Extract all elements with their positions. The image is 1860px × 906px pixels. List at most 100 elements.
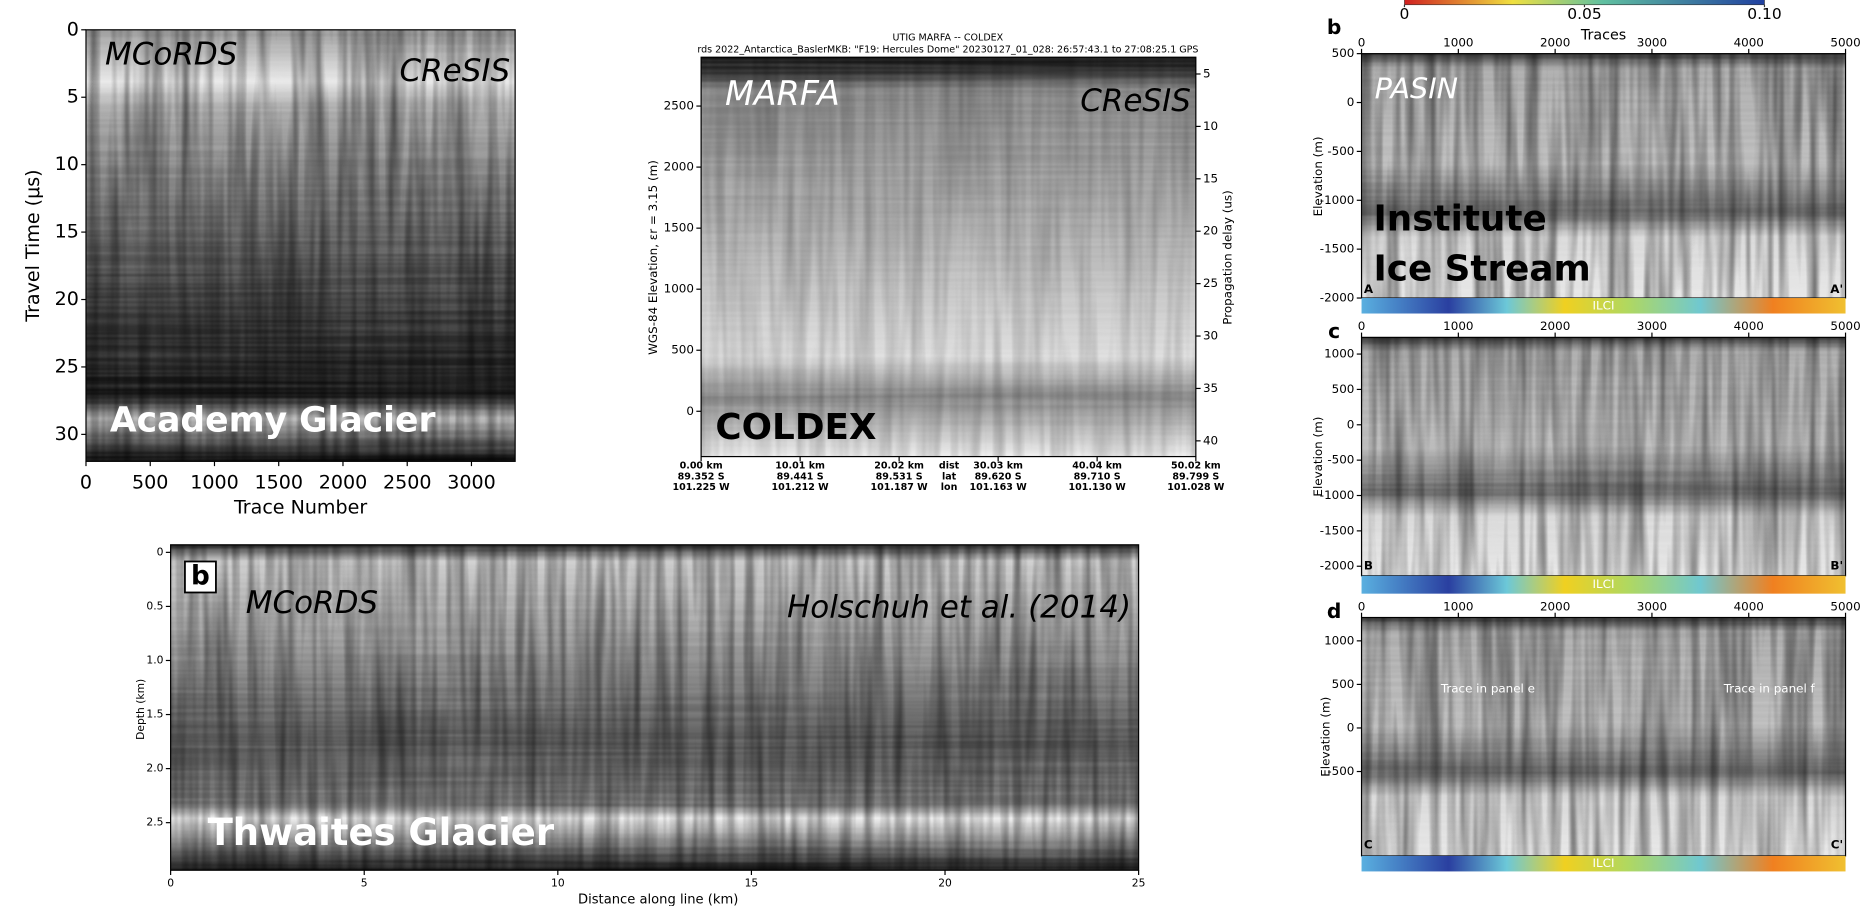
y-tick-label: 500 bbox=[671, 343, 694, 357]
x-tick-label: 0 bbox=[1358, 319, 1366, 333]
ilci-label: ILCI bbox=[1593, 577, 1615, 591]
x-tick-lon: 101.187 W bbox=[871, 482, 929, 493]
panel-label: b bbox=[1327, 15, 1342, 39]
y-tick-label: 0 bbox=[157, 545, 164, 558]
annotation: COLDEX bbox=[715, 407, 876, 448]
plot-frame bbox=[700, 56, 1197, 458]
x-tick-label: 4000 bbox=[1734, 599, 1764, 613]
x-tick-row-name: lat bbox=[942, 471, 957, 482]
annotation: Thwaites Glacier bbox=[208, 811, 555, 854]
x-tick-label: 3000 bbox=[447, 471, 496, 493]
x-tick-label: 30.03 km bbox=[973, 461, 1023, 472]
x-tick-label: 40.04 km bbox=[1072, 461, 1122, 472]
y-tick-label: 0 bbox=[1347, 417, 1355, 431]
annotation: MCoRDS bbox=[105, 37, 237, 73]
x-tick-label: 20 bbox=[938, 876, 952, 889]
y-axis-label: Elevation (m) bbox=[1311, 417, 1325, 497]
y-tick-label: 1.0 bbox=[146, 653, 163, 666]
chart-title: UTIG MARFA -- COLDEX bbox=[893, 33, 1004, 44]
y2-tick-label: 25 bbox=[1203, 276, 1218, 290]
y-tick-label: -1000 bbox=[1320, 193, 1355, 207]
x-tick-lat: 89.441 S bbox=[777, 471, 824, 482]
y-tick-label: 25 bbox=[55, 355, 79, 377]
annotation: B' bbox=[1830, 559, 1843, 573]
y2-tick-label: 40 bbox=[1203, 433, 1218, 447]
y-tick-label: 1000 bbox=[1324, 347, 1354, 361]
y-tick-label: 1000 bbox=[1324, 633, 1354, 647]
annotation: B bbox=[1364, 559, 1373, 573]
x-tick-label: 2500 bbox=[383, 471, 432, 493]
plot-frame bbox=[170, 544, 1140, 871]
ilci-bar bbox=[1361, 575, 1846, 594]
y2-tick-label: 20 bbox=[1203, 224, 1218, 238]
annotation: Trace in panel f bbox=[1723, 682, 1816, 696]
y2-tick-label: 5 bbox=[1203, 66, 1211, 80]
annotation: A' bbox=[1830, 282, 1843, 296]
x-tick-label: 3000 bbox=[1637, 35, 1667, 49]
ilci-label: ILCI bbox=[1593, 856, 1615, 870]
radargram-streaks bbox=[1361, 617, 1846, 856]
y-tick-label: 0 bbox=[686, 404, 694, 418]
x-tick-lon: 101.028 W bbox=[1167, 482, 1225, 493]
x-tick-label: 1000 bbox=[1443, 35, 1473, 49]
y-tick-label: 1.5 bbox=[146, 708, 163, 721]
x-tick-label: 5000 bbox=[1830, 319, 1860, 333]
y-tick-label: 2.5 bbox=[146, 816, 163, 829]
x-tick-label: 15 bbox=[745, 876, 759, 889]
x-tick-label: 0 bbox=[1358, 599, 1366, 613]
x-tick-lon: 101.212 W bbox=[772, 482, 830, 493]
x-tick-label: 0 bbox=[167, 876, 174, 889]
y-tick-label: -500 bbox=[1327, 144, 1354, 158]
y-tick-label: 10 bbox=[55, 153, 79, 175]
x-tick-label: 10.01 km bbox=[775, 461, 825, 472]
y-tick-label: 500 bbox=[1332, 677, 1355, 691]
annotation: C' bbox=[1831, 838, 1843, 852]
y-tick-label: -1000 bbox=[1320, 488, 1355, 502]
y2-tick-label: 10 bbox=[1203, 119, 1218, 133]
x-tick-label: 4000 bbox=[1734, 319, 1764, 333]
x-tick-lon: 101.225 W bbox=[673, 482, 731, 493]
y-tick-label: 30 bbox=[55, 423, 79, 445]
y-axis-label: Elevation (m) bbox=[1318, 697, 1332, 777]
radargram-streaks bbox=[170, 544, 1139, 871]
y-tick-label: -2000 bbox=[1320, 291, 1355, 305]
x-tick-lon: 101.163 W bbox=[970, 482, 1028, 493]
y-axis-label: WGS-84 Elevation, εr = 3.15 (m) bbox=[646, 160, 660, 355]
y-tick-label: 0 bbox=[67, 18, 79, 40]
x-tick-lat: 89.352 S bbox=[678, 471, 725, 482]
y-tick-label: 0 bbox=[1347, 720, 1355, 734]
y-axis-label: Elevation (m) bbox=[1311, 136, 1325, 216]
y-axis-label: Depth (km) bbox=[134, 679, 147, 740]
x-tick-label: 2000 bbox=[1540, 35, 1570, 49]
y-tick-label: 1500 bbox=[664, 221, 694, 235]
x-tick-label: 3000 bbox=[1637, 599, 1667, 613]
y-tick-label: 500 bbox=[1332, 382, 1355, 396]
x-tick-label: 5 bbox=[361, 876, 368, 889]
x-tick-label: 5000 bbox=[1830, 599, 1860, 613]
radargram-streaks bbox=[85, 29, 516, 462]
x-tick-label: 20.02 km bbox=[874, 461, 924, 472]
y-tick-label: 2000 bbox=[664, 160, 694, 174]
y-tick-label: 1000 bbox=[664, 282, 694, 296]
radargram-streaks bbox=[701, 57, 1196, 457]
y-tick-label: 5 bbox=[67, 86, 79, 108]
x-tick-label: 4000 bbox=[1734, 35, 1764, 49]
x-tick-label: 3000 bbox=[1637, 319, 1667, 333]
y2-tick-label: 15 bbox=[1203, 171, 1218, 185]
x-tick-label: 1000 bbox=[190, 471, 239, 493]
x-axis-label: Traces bbox=[1580, 28, 1626, 44]
y-tick-label: -500 bbox=[1327, 764, 1354, 778]
x-tick-label: 1000 bbox=[1443, 599, 1473, 613]
y-tick-label: 0.5 bbox=[146, 599, 163, 612]
chart-subtitle: rds 2022_Antarctica_BaslerMKB: "F19: Her… bbox=[697, 45, 1198, 56]
annotation: Academy Glacier bbox=[110, 401, 436, 441]
y-axis-label: Travel Time (μs) bbox=[22, 169, 44, 322]
x-tick-label: 0 bbox=[80, 471, 92, 493]
y-tick-label: 2.0 bbox=[146, 762, 163, 775]
panel-label: d bbox=[1327, 599, 1342, 623]
annotation: MCoRDS bbox=[246, 585, 378, 621]
ilci-bar bbox=[1361, 855, 1846, 872]
x-tick-label: 1500 bbox=[254, 471, 303, 493]
